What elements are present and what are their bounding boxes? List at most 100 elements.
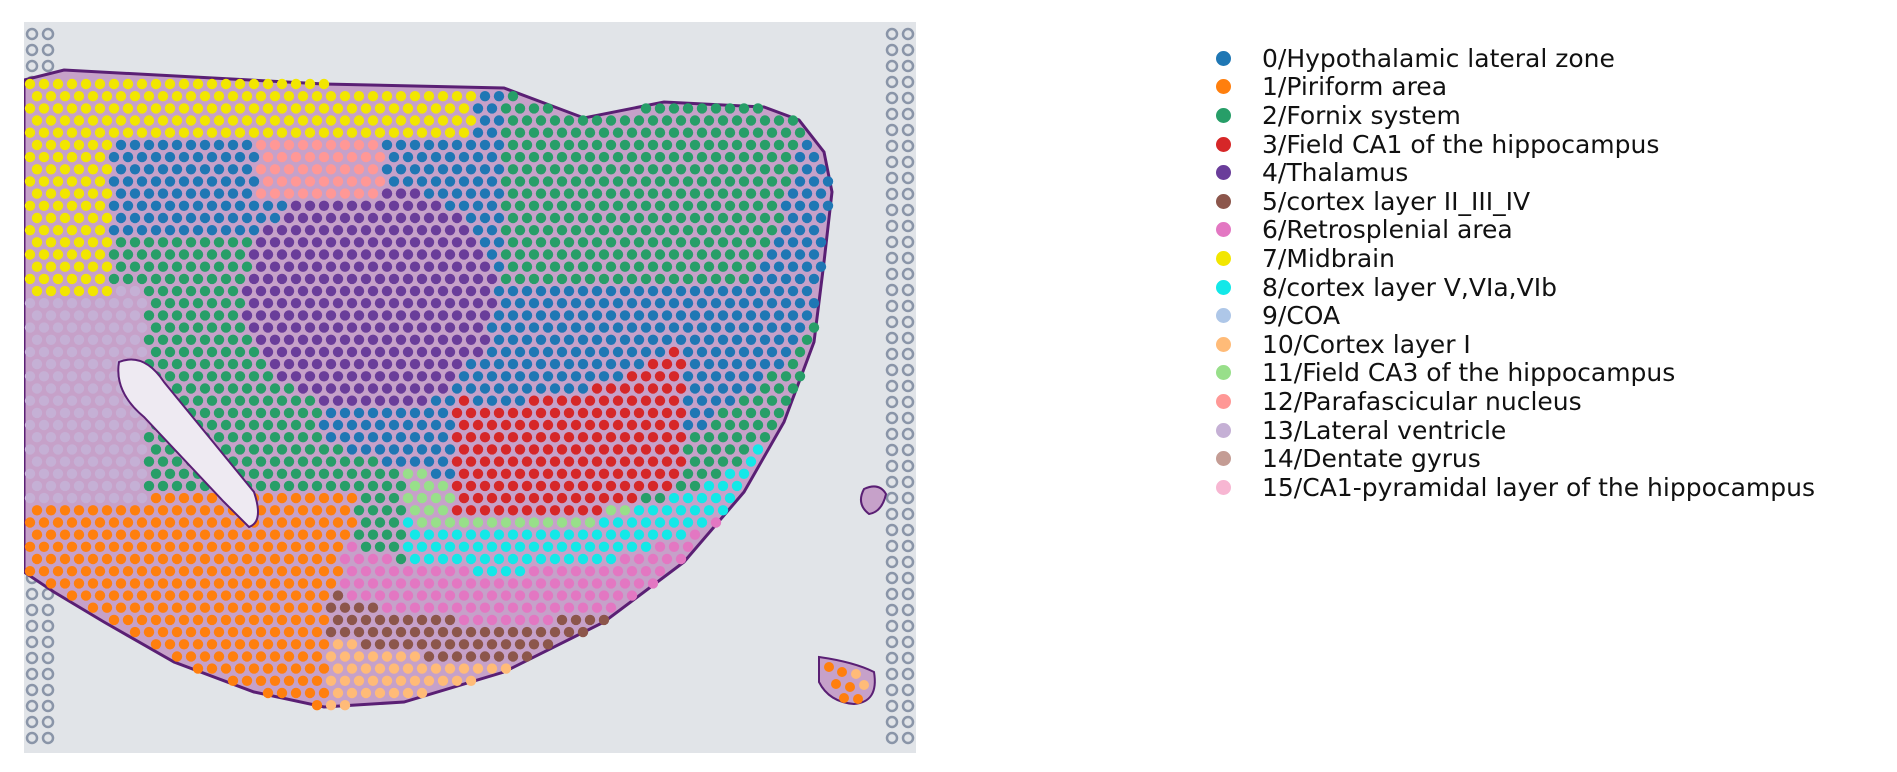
spot-marker — [283, 115, 295, 126]
spot-marker — [549, 261, 561, 272]
spot-marker — [493, 578, 505, 589]
spot-marker — [731, 164, 743, 175]
spot-marker — [668, 176, 680, 187]
spot-marker — [773, 383, 785, 394]
spot-marker — [528, 322, 540, 333]
spot-marker — [640, 249, 652, 260]
spot-marker — [101, 334, 113, 345]
spot-marker — [402, 249, 414, 260]
spot-marker — [367, 91, 379, 102]
spot-marker — [276, 298, 288, 309]
spot-marker — [563, 164, 575, 175]
spot-marker — [59, 432, 71, 443]
spot-marker — [283, 237, 295, 248]
spot-marker — [248, 127, 260, 138]
spot-marker — [514, 200, 526, 211]
spot-marker — [528, 103, 540, 114]
spot-marker — [444, 444, 456, 455]
spot-marker — [318, 298, 330, 309]
spot-marker — [73, 505, 85, 516]
spot-marker — [668, 395, 680, 406]
spot-marker — [479, 91, 491, 102]
spot-marker — [752, 273, 764, 285]
spot-marker — [297, 188, 309, 199]
spot-marker — [851, 669, 861, 679]
spot-marker — [584, 273, 596, 285]
fiducial-dot — [901, 651, 915, 665]
spot-marker — [115, 529, 127, 540]
fiducial-dot — [885, 363, 899, 377]
spot-marker — [479, 529, 491, 540]
spot-marker — [73, 578, 85, 589]
spot-marker — [696, 517, 708, 528]
fiducial-dot — [885, 667, 899, 681]
spot-marker — [535, 480, 547, 492]
spot-marker — [780, 151, 792, 163]
spot-marker — [248, 78, 260, 90]
spot-marker — [402, 151, 414, 163]
spot-marker — [556, 249, 568, 260]
spot-marker — [262, 151, 274, 163]
spot-marker — [24, 517, 36, 528]
spot-marker — [220, 298, 232, 309]
spot-marker — [584, 566, 596, 577]
spot-marker — [150, 468, 162, 479]
spot-marker — [682, 444, 694, 455]
spot-marker — [346, 200, 358, 211]
spot-marker — [437, 212, 449, 224]
spot-marker — [535, 626, 547, 638]
spot-marker — [654, 517, 666, 528]
spot-marker — [395, 188, 407, 199]
spot-marker — [437, 553, 449, 565]
spot-marker — [563, 358, 575, 370]
spot-marker — [136, 346, 148, 358]
spot-marker — [745, 407, 757, 419]
spot-marker — [514, 517, 526, 528]
spot-marker — [647, 237, 659, 248]
spot-marker — [178, 517, 190, 528]
spot-marker — [661, 188, 673, 199]
spot-marker — [710, 395, 722, 406]
spot-marker — [570, 395, 582, 406]
spot-marker — [514, 468, 526, 479]
spot-marker — [325, 675, 337, 686]
spot-marker — [143, 310, 155, 321]
spot-marker — [661, 383, 673, 394]
spot-marker — [38, 395, 50, 406]
spot-marker — [563, 505, 575, 516]
spot-marker — [822, 176, 834, 187]
fiducial-dot — [25, 715, 39, 729]
spot-marker — [458, 492, 470, 504]
spot-marker — [24, 127, 36, 138]
spot-marker — [269, 261, 281, 272]
spot-marker — [752, 298, 764, 309]
spot-marker — [528, 492, 540, 504]
spot-marker — [241, 578, 253, 589]
spot-marker — [213, 602, 225, 613]
fiducial-dot — [901, 363, 915, 377]
spot-marker — [66, 590, 78, 601]
spot-marker — [542, 639, 554, 650]
spot-marker — [528, 468, 540, 479]
spot-marker — [759, 285, 771, 297]
spot-marker — [269, 310, 281, 321]
spot-marker — [703, 432, 715, 443]
spot-marker — [493, 188, 505, 199]
spot-marker — [472, 273, 484, 285]
spot-marker — [675, 139, 687, 151]
spot-marker — [374, 103, 386, 114]
spot-marker — [318, 468, 330, 479]
spot-marker — [80, 371, 92, 382]
spot-marker — [311, 310, 323, 321]
spot-marker — [423, 626, 435, 638]
spot-marker — [661, 529, 673, 540]
spot-marker — [283, 334, 295, 345]
spot-marker — [479, 285, 491, 297]
spot-marker — [59, 505, 71, 516]
spot-marker — [276, 176, 288, 187]
spot-marker — [283, 91, 295, 102]
spot-marker — [311, 383, 323, 394]
spot-marker — [255, 432, 267, 443]
spot-marker — [542, 127, 554, 138]
spot-marker — [318, 517, 330, 528]
